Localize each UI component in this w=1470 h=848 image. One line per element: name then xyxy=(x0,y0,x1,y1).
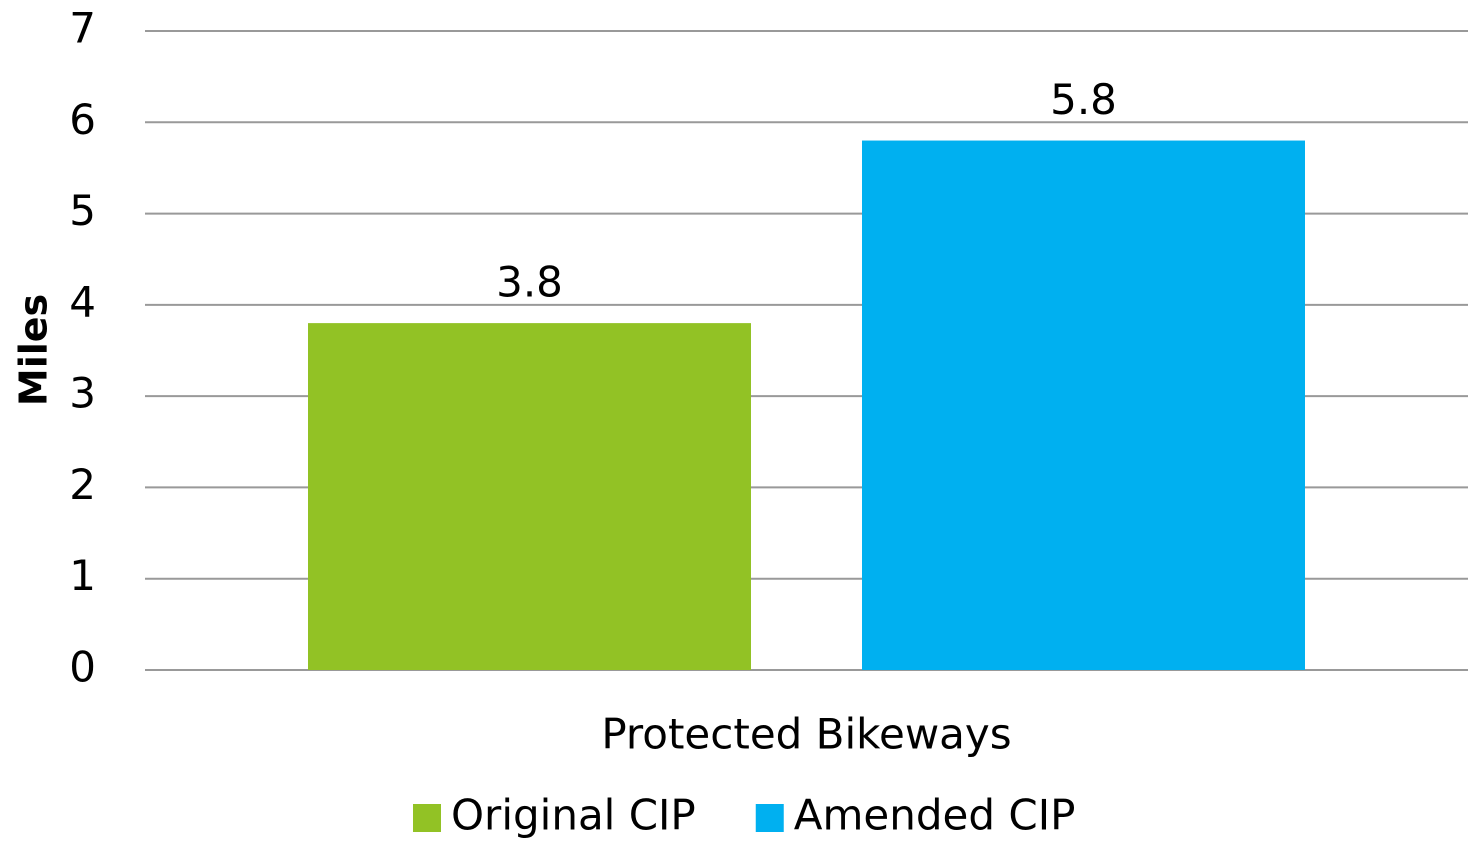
bar xyxy=(308,323,751,670)
y-tick-label: 5 xyxy=(69,186,96,235)
y-tick-label: 6 xyxy=(69,95,96,144)
y-tick-label: 3 xyxy=(69,369,96,418)
y-tick-label: 2 xyxy=(69,460,96,509)
value-label: 5.8 xyxy=(1050,75,1117,124)
y-axis-label: Miles xyxy=(12,294,56,406)
bar xyxy=(862,140,1305,671)
legend-swatch xyxy=(755,804,784,832)
value-label: 3.8 xyxy=(496,258,563,307)
x-tick-label: Protected Bikeways xyxy=(601,710,1011,759)
legend-label: Amended CIP xyxy=(794,791,1076,840)
y-tick-label: 4 xyxy=(69,277,96,326)
legend-label: Original CIP xyxy=(451,791,696,840)
y-tick-label: 7 xyxy=(69,4,96,53)
y-tick-label: 0 xyxy=(69,643,96,692)
legend-swatch xyxy=(413,804,441,832)
y-tick-label: 1 xyxy=(69,551,96,600)
